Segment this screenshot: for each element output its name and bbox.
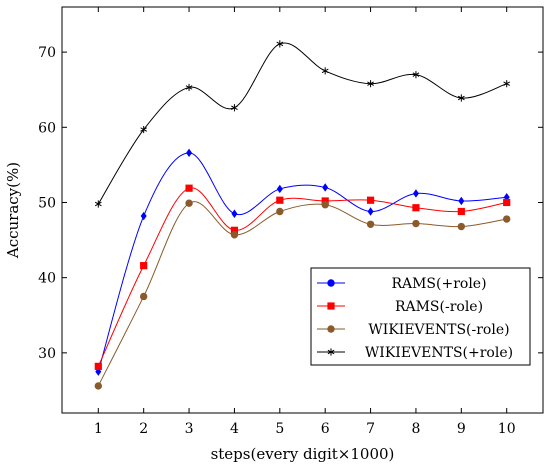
data-point (366, 220, 375, 228)
axes: 1 2 3 4 5 6 7 8 9 10 30 40 50 60 70 (38, 6, 544, 437)
data-point (140, 262, 148, 270)
data-point (230, 226, 239, 234)
legend-entry: WIKIEVENTS(+role) (317, 345, 513, 361)
y-tick-label: 40 (38, 271, 56, 287)
x-tick-label: 2 (139, 421, 148, 437)
series-wikievents-role (94, 199, 511, 390)
series-line (97, 187, 507, 367)
data-point (276, 184, 283, 194)
y-tick-label: 30 (38, 346, 56, 362)
data-point (321, 67, 329, 75)
data-point (94, 382, 103, 390)
data-point (276, 40, 284, 48)
data-point (139, 292, 148, 301)
y-tick-label: 50 (38, 195, 56, 211)
data-point (321, 197, 329, 205)
series-rams-role (95, 148, 510, 376)
data-point (185, 199, 193, 207)
data-point (367, 207, 374, 216)
legend: RAMS(+role) RAMS(-role) WIKIEVENTS(-role) W… (310, 267, 531, 366)
legend-box (310, 267, 531, 366)
data-point (231, 104, 238, 112)
data-point (457, 94, 465, 102)
data-point (140, 211, 147, 221)
series-rams-role (94, 184, 511, 370)
x-axis-label: steps(every digit×1000) (211, 445, 395, 463)
data-point (367, 80, 374, 88)
plot-frame (61, 6, 544, 414)
x-tick-label: 1 (94, 421, 103, 437)
legend-label: WIKIEVENTS(-role) (368, 322, 509, 338)
data-point (94, 200, 102, 208)
data-point (457, 222, 466, 231)
legend-marker (327, 279, 335, 287)
y-tick-label: 60 (38, 120, 56, 136)
legend-marker (327, 325, 335, 333)
data-point (502, 215, 511, 223)
x-tick-label: 8 (411, 421, 420, 437)
data-point (322, 183, 329, 192)
data-point (412, 219, 420, 228)
data-point (366, 196, 375, 204)
legend-label: RAMS(+role) (391, 276, 486, 292)
x-tick-label: 10 (498, 421, 516, 437)
legend-entry: RAMS(-role) (317, 299, 483, 315)
data-point (276, 207, 284, 216)
x-tick-label: 5 (275, 421, 284, 437)
legend-entry: RAMS(+role) (317, 276, 487, 292)
y-tick-label: 70 (38, 45, 56, 61)
series-wikievents-role (94, 40, 511, 208)
data-point (458, 196, 465, 206)
data-point (231, 209, 238, 218)
legend-label: WIKIEVENTS(+role) (365, 345, 513, 361)
data-point (186, 148, 193, 158)
data-point (185, 83, 193, 92)
series-layer (94, 40, 511, 390)
data-point (457, 207, 465, 216)
legend-entry: WIKIEVENTS(-role) (317, 322, 510, 338)
data-point (140, 125, 148, 134)
data-point (94, 362, 102, 370)
legend-marker (327, 348, 335, 356)
data-point (412, 204, 420, 212)
legend-marker (327, 302, 335, 310)
data-point (276, 196, 284, 204)
x-tick-label: 7 (366, 421, 375, 437)
series-line (97, 42, 507, 205)
x-tick-label: 9 (457, 421, 466, 437)
x-tick-label: 4 (230, 421, 239, 437)
data-point (503, 80, 511, 88)
data-point (230, 231, 239, 239)
data-point (503, 198, 511, 207)
legend-label: RAMS(-role) (395, 299, 483, 315)
data-point (185, 184, 193, 192)
data-point (321, 201, 329, 209)
x-tick-label: 6 (321, 421, 330, 437)
data-point (412, 71, 420, 79)
data-point (412, 189, 419, 198)
x-tick-label: 3 (185, 421, 194, 437)
y-axis-label: Accuracy(%) (4, 162, 22, 259)
